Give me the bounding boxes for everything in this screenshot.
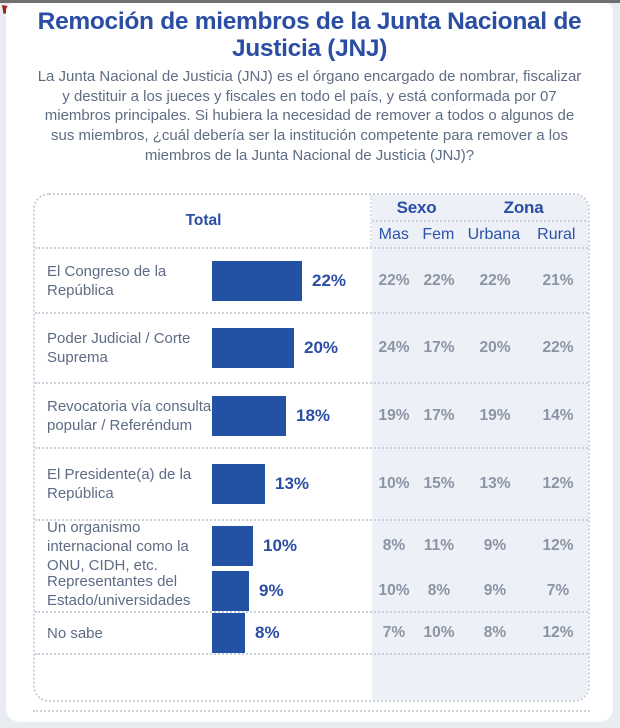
cell-value-mas: 24% [378,339,410,356]
row-label: El Congreso de la República [47,262,167,299]
table-row: El Congreso de la República 22% 22% 22% … [35,249,588,314]
column-group-sexo: Sexo [396,197,437,217]
cell-value-urbana: 22% [479,271,511,289]
total-value: 8% [255,623,280,642]
total-bar [212,613,245,653]
top-strip [0,0,620,3]
cell-value-fem: 8% [427,582,451,599]
table-row: Representantes del Estado/universidades … [35,571,588,613]
table-row: Poder Judicial / Corte Suprema 20% 24% 1… [35,314,588,384]
total-value: 18% [296,405,331,425]
cell-value-rural: 22% [542,339,574,356]
table-row: Revocatoria vía consulta popular / Refer… [35,384,588,449]
total-bar-cell: 9% [212,571,372,611]
table-row: El Presidente(a) de la República 13% 10%… [35,449,588,521]
total-bar [212,526,253,566]
page-title-line1: Remoción de miembros de la Junta Naciona… [37,8,582,35]
row-label: Poder Judicial / Corte Suprema [47,330,191,366]
total-bar [212,571,249,611]
total-value: 10% [263,536,298,555]
cell-value-fem: 17% [423,406,455,424]
total-bar-cell: 18% [212,395,372,436]
total-bar-cell: 13% [212,464,372,504]
column-group-zona: Zona [503,197,544,217]
cell-value-rural: 12% [542,537,574,554]
column-header-fem: Fem [422,225,455,243]
demographic-header: Sexo Zona Mas Fem Urbana Rural [370,195,586,247]
row-label: Revocatoria vía consulta popular / Refer… [47,397,212,434]
column-header-total: Total [185,212,222,229]
cell-value-fem: 15% [423,475,455,492]
total-bar-cell: 22% [212,260,372,301]
cell-value-fem: 22% [423,271,455,289]
total-bar [212,328,294,368]
cell-value-rural: 12% [542,475,574,492]
total-bar [212,260,302,301]
total-value: 22% [312,270,347,290]
total-bar-cell: 20% [212,328,372,368]
question-text: La Junta Nacional de Justicia (JNJ) es e… [37,68,582,164]
cell-value-urbana: 9% [483,537,507,554]
cell-value-mas: 8% [382,537,406,554]
cell-value-rural: 7% [546,582,570,599]
cell-value-mas: 19% [378,406,410,424]
page-title: Remoción de miembros de la Junta Naciona… [6,8,613,62]
cell-value-mas: 22% [378,271,410,289]
cell-value-mas: 10% [378,582,410,599]
infographic-card: Remoción de miembros de la Junta Naciona… [6,3,613,722]
survey-table: Total Sexo Zona Mas Fem Urbana Rural El … [33,193,590,702]
cell-value-fem: 10% [423,624,455,641]
total-bar-cell: 10% [212,526,372,566]
column-header-rural: Rural [537,225,576,243]
table-row: No sabe 8% 7% 10% 8% 12% [35,613,588,655]
bottom-divider [33,710,590,712]
cell-value-rural: 21% [542,271,574,289]
total-value: 13% [275,474,310,493]
cell-value-mas: 10% [378,475,410,492]
cell-value-urbana: 9% [483,582,507,599]
cell-value-fem: 17% [423,339,455,356]
group-header-row: Sexo Zona [372,195,586,222]
total-bar [212,395,286,436]
cell-value-urbana: 8% [483,624,507,641]
row-label: El Presidente(a) de la República [47,466,192,502]
table-row: Un organismo internacional como la ONU, … [35,519,588,574]
cell-value-mas: 7% [382,624,406,641]
total-value: 9% [259,581,284,600]
cell-value-urbana: 19% [479,406,511,424]
table-header: Total Sexo Zona Mas Fem Urbana Rural [35,195,588,249]
cell-value-urbana: 13% [479,475,511,492]
total-bar [212,464,265,504]
column-header-urbana: Urbana [467,225,521,243]
column-header-mas: Mas [378,225,409,243]
sub-header-row: Mas Fem Urbana Rural [372,222,586,247]
cell-value-urbana: 20% [479,339,511,356]
page-title-line2: Justicia (JNJ) [231,35,388,62]
total-bar-cell: 8% [212,613,372,653]
cell-value-rural: 12% [542,624,574,641]
row-label: Un organismo internacional como la ONU, … [47,518,189,574]
cell-value-fem: 11% [423,537,455,554]
row-label: No sabe [47,624,103,642]
row-label: Representantes del Estado/universidades [47,573,191,609]
total-value: 20% [304,338,339,357]
cell-value-rural: 14% [542,406,574,424]
